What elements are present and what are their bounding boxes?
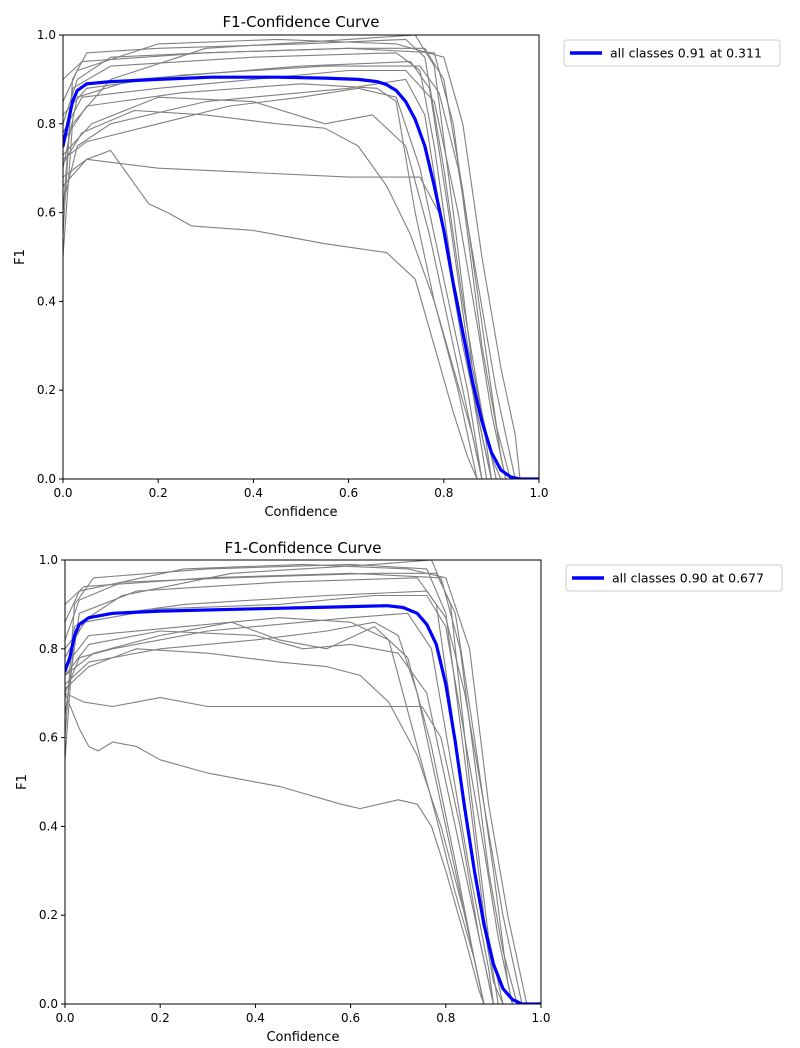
x-tick-label: 0.6 [339, 486, 358, 500]
legend-label: all classes 0.90 at 0.677 [612, 571, 764, 586]
class-curve-1 [65, 577, 504, 1004]
class-curve-3 [65, 612, 494, 1004]
x-tick-label: 0.8 [436, 1011, 455, 1025]
class-curve-0 [65, 563, 499, 1004]
class-curve-13 [63, 47, 511, 479]
legend: all classes 0.91 at 0.311 [563, 39, 781, 67]
x-tick-label: 0.4 [244, 486, 263, 500]
class-curve-10 [63, 47, 507, 479]
legend: all classes 0.90 at 0.677 [565, 564, 783, 592]
chart-title: F1-Confidence Curve [225, 539, 382, 557]
chart-top: F1-Confidence Curve 0.0 0.2 0.4 0.6 0.8 1.00.… [13, 13, 781, 520]
y-tick-label: 0.8 [37, 117, 56, 131]
y-tick-label: 0.6 [37, 206, 56, 220]
class-curve-14 [63, 109, 478, 479]
x-tick-label: 0.6 [341, 1011, 360, 1025]
class-curve-10 [65, 563, 528, 1004]
class-curve-6 [65, 621, 485, 1004]
class-curve-13 [65, 648, 485, 1004]
class-curve-11 [65, 617, 485, 1004]
class-curve-11 [63, 38, 521, 479]
class-curve-9 [65, 572, 513, 1004]
y-tick-label: 0.6 [39, 731, 58, 745]
series-group [65, 560, 541, 1004]
class-curve-12 [63, 83, 483, 479]
class-curve-2 [65, 560, 504, 1004]
plot-area: 0.0 0.2 0.4 0.6 0.8 1.0 0.0 0.2 0.4 0.6 0.8 1.0 Conf… [15, 553, 551, 1045]
class-curve-9 [63, 69, 507, 479]
legend-label: all classes 0.91 at 0.311 [610, 46, 762, 61]
class-curve-12 [65, 572, 518, 1004]
all-classes-curve [63, 75, 539, 479]
class-curve-5 [65, 692, 494, 1004]
class-curve-8 [65, 594, 513, 1004]
y-tick-label: 0.4 [37, 294, 56, 308]
plot-area: 0.0 0.2 0.4 0.6 0.8 1.0 0.0 0.2 0.4 0.6 0.8 1.0 Conf… [13, 28, 549, 520]
y-axis-label: F1 [13, 249, 28, 265]
y-tick-label: 1.0 [39, 553, 58, 567]
x-axis-label: Confidence [264, 505, 337, 520]
all-classes-curve [65, 604, 541, 1004]
class-curve-1 [63, 52, 488, 479]
y-tick-label: 0.2 [39, 908, 58, 922]
y-axis-label: F1 [15, 774, 30, 790]
class-curve-4 [63, 78, 492, 479]
series-group [63, 35, 539, 479]
legend-box [565, 564, 783, 592]
legend-box [563, 39, 781, 67]
class-curve-15 [65, 630, 494, 1004]
x-tick-label: 1.0 [529, 486, 548, 500]
chart-bottom: F1-Confidence Curve 0.0 0.2 0.4 0.6 0.8 1.00.… [15, 539, 783, 1045]
y-tick-label: 0.0 [39, 997, 58, 1011]
x-tick-label: 0.2 [151, 1011, 170, 1025]
y-tick-label: 0.2 [37, 383, 56, 397]
chart-title: F1-Confidence Curve [223, 13, 380, 31]
x-tick-label: 0.2 [149, 486, 168, 500]
axes-frame [62, 34, 540, 480]
y-tick-label: 0.8 [39, 642, 58, 656]
class-curve-8 [63, 96, 483, 479]
class-curve-7 [65, 621, 485, 1004]
y-tick-label: 0.4 [39, 819, 58, 833]
y-tick-label: 0.0 [37, 472, 56, 486]
x-tick-label: 0.0 [55, 1011, 74, 1025]
class-curve-15 [63, 65, 516, 479]
x-tick-label: 0.8 [434, 486, 453, 500]
x-tick-label: 1.0 [531, 1011, 550, 1025]
x-axis-label: Confidence [266, 1030, 339, 1045]
class-curve-4 [65, 692, 485, 1004]
class-curve-5 [63, 149, 478, 479]
y-tick-label: 1.0 [37, 28, 56, 42]
x-tick-label: 0.4 [246, 1011, 265, 1025]
class-curve-3 [63, 35, 497, 479]
x-tick-label: 0.0 [53, 486, 72, 500]
axes-frame [64, 559, 542, 1005]
class-curve-7 [63, 87, 483, 479]
